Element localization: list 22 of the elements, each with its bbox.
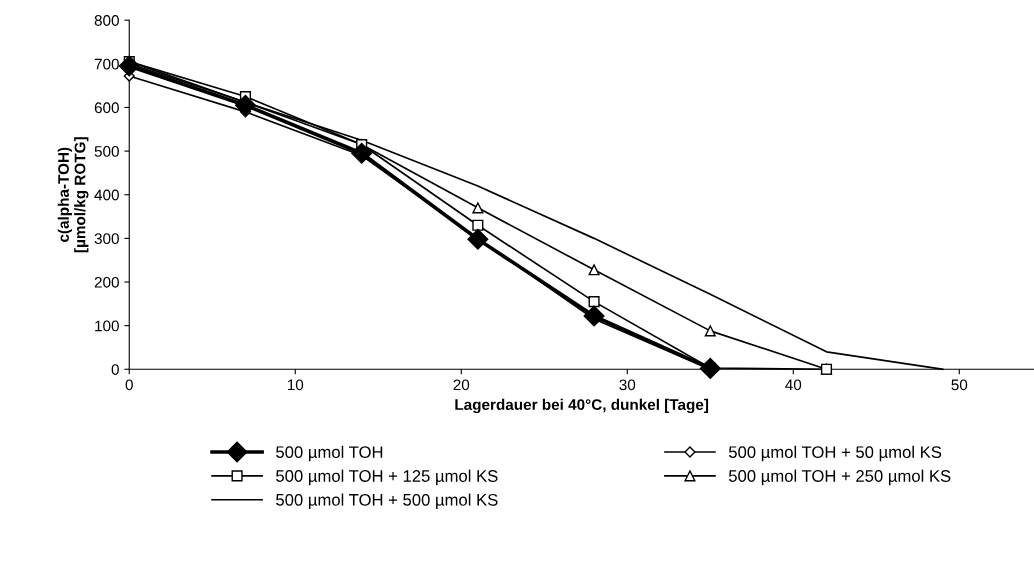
legend-label: 500 µmol TOH + 250 µmol KS	[728, 469, 951, 486]
x-tick-label: 10	[287, 379, 304, 391]
y-tick-label: 800	[94, 15, 119, 26]
legend-label: 500 µmol TOH + 125 µmol KS	[276, 469, 498, 486]
x-axis-title: Lagerdauer bei 40°C, dunkel [Tage]	[455, 398, 709, 414]
y-axis-title: c(alpha-TOH) [µmol/kg ROTG]	[57, 137, 89, 253]
x-tick-label: 40	[785, 379, 802, 391]
y-tick-label: 0	[111, 364, 119, 375]
y-tick-label: 500	[94, 145, 119, 157]
y-tick-label: 400	[94, 189, 119, 201]
x-tick-label: 50	[951, 379, 968, 391]
x-tick-label: 20	[453, 379, 470, 391]
legend-label: 500 µmol TOH	[276, 445, 383, 462]
legend-label: 500 µmol TOH + 50 µmol KS	[728, 445, 942, 462]
y-tick-label: 700	[94, 58, 119, 70]
legend-label: 500 µmol TOH + 500 µmol KS	[276, 493, 498, 510]
y-tick-label: 300	[94, 233, 119, 245]
x-tick-label: 0	[125, 379, 133, 391]
y-tick-label: 100	[95, 320, 119, 332]
x-tick-label: 30	[619, 379, 636, 391]
y-tick-label: 200	[94, 276, 119, 288]
y-tick-label: 600	[94, 102, 119, 114]
